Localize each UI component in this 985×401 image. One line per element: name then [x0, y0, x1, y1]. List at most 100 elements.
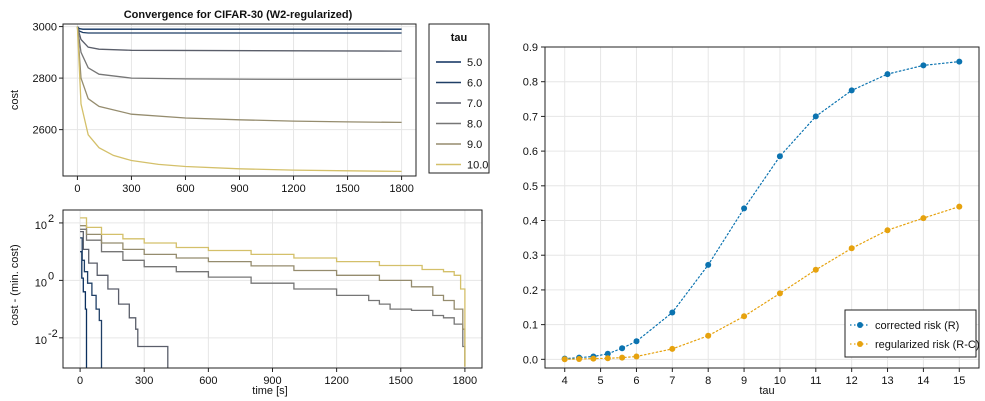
panel3-xtick-label: 9: [741, 375, 747, 387]
panel3-series-point-1: [576, 356, 583, 362]
panel3-series-point-1: [561, 356, 568, 363]
panel3-xtick-label: 8: [705, 375, 711, 387]
panel3-series-point-1: [669, 345, 676, 352]
panel1-ytick-label: 3000: [33, 22, 57, 34]
risk-legend-box: [844, 309, 977, 358]
tau-legend-label: 9.0: [467, 139, 482, 151]
panel3-frame: [544, 46, 980, 369]
panel3-series-point-0: [956, 58, 963, 65]
panel3-series-point-0: [812, 113, 819, 120]
panel1-title: Convergence for CIFAR-30 (W2-regularized…: [124, 9, 353, 21]
panel3-ytick-label: 0.5: [523, 181, 538, 193]
panel3-xtick-label: 7: [669, 375, 675, 387]
panel1-xtick-label: 900: [230, 183, 248, 195]
panel3-series-point-1: [812, 266, 819, 273]
panel3-series-point-1: [604, 355, 611, 362]
panel1-ytick-label: 2600: [33, 125, 57, 137]
panel2-series: [80, 217, 466, 368]
panel2-ytick-exponent: 0: [48, 270, 54, 282]
panel3-series-point-1: [920, 215, 927, 222]
panel3-series-point-0: [884, 71, 891, 78]
tau-legend-title: tau: [451, 32, 468, 44]
panel2-grid: [63, 210, 482, 368]
panel3-series-point-0: [604, 350, 611, 357]
panel2-xtick-label: 1200: [324, 375, 348, 387]
panel3-series-point-0: [669, 309, 676, 316]
panel3-xtick-label: 14: [917, 375, 929, 387]
panel2-ytick-label: 10: [35, 220, 47, 232]
panel1-frame: [62, 23, 417, 177]
panel3-series-point-0: [920, 62, 927, 69]
panel3-series-point-1: [776, 290, 783, 297]
panel1-series-line-tau-8.0: [76, 26, 402, 81]
panel1-xtick-label: 1500: [335, 183, 359, 195]
panel2-xtick-label: 0: [77, 375, 83, 387]
cost-gap-panel: time [s] cost - (min. cost) 0 300 600 900 12…: [9, 209, 483, 397]
panel2-xtick-label: 300: [135, 375, 153, 387]
panel3-series-point-0: [705, 261, 712, 268]
panel1-ylabel: cost: [9, 90, 21, 110]
panel2-series-line-tau-6.0: [80, 237, 103, 368]
panel3-ytick-label: 0.9: [523, 42, 538, 54]
panel1-series: [76, 26, 402, 173]
panel2-ytick-label: 10: [35, 277, 47, 289]
panel3-xtick-label: 11: [810, 375, 821, 387]
panel3-series-point-0: [741, 205, 748, 212]
risk-legend-label: corrected risk (R): [875, 320, 959, 332]
panel3-xtick-label: 10: [774, 375, 786, 387]
panel2-frame: [62, 209, 483, 369]
tau-legend-label: 6.0: [467, 78, 482, 90]
panel3-ytick-label: 0.4: [523, 216, 538, 228]
panel3-xtick-label: 6: [633, 375, 639, 387]
risk-legend-swatch-marker: [857, 341, 863, 347]
panel3-ytick-label: 0.2: [523, 285, 538, 297]
panel3-ytick-label: 0.8: [523, 77, 538, 89]
panel3-series-point-0: [776, 153, 783, 160]
panel2-series-line-tau-7.0: [80, 230, 169, 368]
panel2-series-line-tau-9.0: [80, 225, 466, 367]
panel2-ylabel: cost - (min. cost): [9, 244, 21, 325]
panel3-series-point-0: [848, 87, 855, 94]
panel1-series-line-tau-9.0: [76, 26, 402, 124]
panel3-series-point-0: [619, 345, 626, 352]
panel3-xtick-label: 13: [881, 375, 893, 387]
panel3-series-point-1: [956, 203, 963, 210]
panel3-series-point-1: [633, 353, 640, 360]
risk-legend-label: regularized risk (R-C): [875, 339, 980, 351]
panel1-xtick-label: 600: [176, 183, 194, 195]
tau-legend-box: [428, 23, 490, 174]
tau-legend-items: 5.0 6.0 7.0 8.0 9.0 10.0: [436, 57, 488, 172]
panel1-xtick-label: 1800: [389, 183, 413, 195]
panel3-xlabel: tau: [759, 385, 774, 397]
panel3-ytick-label: 0.7: [523, 111, 538, 123]
panel3-series-point-1: [848, 245, 855, 252]
panel1-series-line-tau-10.0: [76, 26, 402, 173]
tau-legend-label: 7.0: [467, 98, 482, 110]
tau-legend-label: 10.0: [467, 160, 488, 172]
panel1-xtick-label: 0: [74, 183, 80, 195]
panel2-xlabel: time [s]: [252, 385, 287, 397]
panel3-xtick-label: 5: [598, 375, 604, 387]
panel3-ytick-label: 0.6: [523, 146, 538, 158]
panel2-ytick-exponent: 2: [48, 213, 54, 225]
panel3-series-line-1: [564, 206, 960, 360]
panel3-series: [561, 58, 963, 363]
risk-legend-swatch-marker: [857, 322, 863, 328]
panel3-series-point-1: [705, 332, 712, 339]
panel1-series-line-tau-7.0: [76, 26, 402, 52]
risk-legend: corrected risk (R) regularized risk (R-C): [844, 309, 980, 358]
panel3-series-point-1: [619, 354, 626, 361]
panel3-series-point-0: [633, 338, 640, 345]
panel1-ytick-label: 2800: [33, 73, 57, 85]
panel2-xtick-label: 900: [263, 375, 281, 387]
panel2-series-line-tau-5.0: [80, 251, 88, 368]
panel3-ytick-label: 0.1: [523, 320, 538, 332]
panel3-series-point-1: [741, 313, 748, 320]
panel3-xtick-label: 4: [562, 375, 568, 387]
panel3-xtick-label: 12: [846, 375, 858, 387]
panel2-series-line-tau-8.0: [80, 228, 466, 367]
tau-legend-label: 8.0: [467, 119, 482, 131]
panel2-ytick-label: 10: [35, 335, 47, 347]
risk-legend-items: corrected risk (R) regularized risk (R-C): [850, 320, 980, 351]
